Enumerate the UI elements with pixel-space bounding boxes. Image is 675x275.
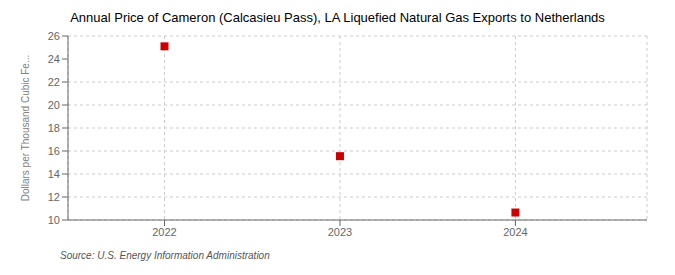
svg-text:2024: 2024 — [503, 226, 527, 238]
svg-text:16: 16 — [48, 145, 60, 157]
svg-text:24: 24 — [48, 53, 60, 65]
svg-text:2023: 2023 — [328, 226, 352, 238]
svg-text:10: 10 — [48, 214, 60, 226]
svg-text:14: 14 — [48, 168, 60, 180]
svg-text:22: 22 — [48, 76, 60, 88]
svg-text:26: 26 — [48, 30, 60, 42]
svg-text:12: 12 — [48, 191, 60, 203]
html-text:Source: U.S. Energy Informatio: Source: U.S. Energy Information Administ… — [60, 250, 270, 261]
svg-text:Dollars per Thousand Cubic Fe.: Dollars per Thousand Cubic Fe... — [20, 55, 31, 202]
svg-text:20: 20 — [48, 99, 60, 111]
svg-text:18: 18 — [48, 122, 60, 134]
html-text:Annual Price of Cameron (Calca: Annual Price of Cameron (Calcasieu Pass)… — [70, 10, 605, 25]
svg-text:2022: 2022 — [152, 226, 176, 238]
